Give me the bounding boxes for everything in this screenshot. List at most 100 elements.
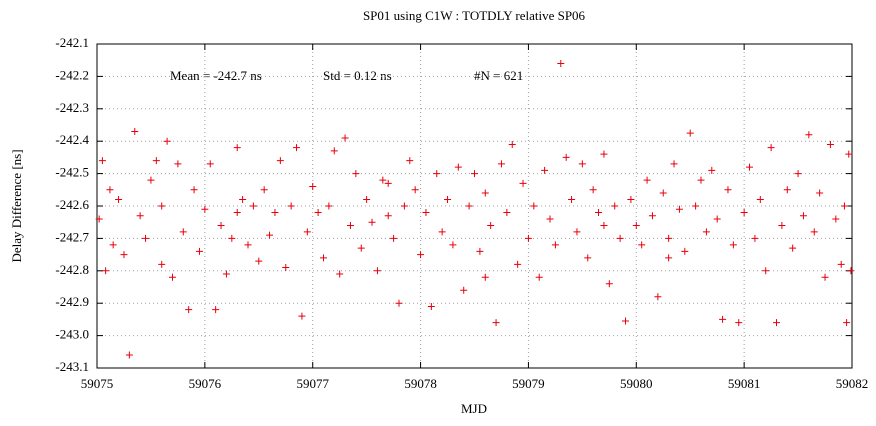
point — [843, 319, 851, 327]
point — [400, 202, 408, 210]
point — [206, 160, 214, 168]
point — [222, 270, 230, 278]
point — [233, 144, 241, 152]
chart-title: SP01 using C1W : TOTDLY relative SP06 — [363, 8, 586, 23]
point — [320, 254, 327, 262]
point — [352, 170, 360, 178]
point — [541, 166, 549, 174]
point — [729, 241, 737, 249]
x-tick-label: 59078 — [404, 376, 437, 391]
point — [627, 196, 635, 204]
point — [282, 264, 290, 272]
point — [595, 208, 603, 216]
point — [363, 196, 371, 204]
point — [169, 273, 176, 281]
point — [95, 215, 103, 223]
point — [163, 137, 171, 145]
point — [325, 202, 333, 210]
point — [557, 59, 565, 67]
point — [762, 267, 770, 275]
point — [589, 186, 597, 194]
point — [217, 221, 225, 229]
point — [120, 251, 128, 259]
x-tick-label: 59076 — [189, 376, 222, 391]
point — [444, 196, 452, 204]
point — [497, 160, 505, 168]
point — [826, 140, 834, 148]
point — [665, 234, 673, 242]
point — [816, 189, 824, 197]
point — [821, 273, 829, 281]
point — [102, 267, 110, 275]
point — [799, 212, 807, 220]
point — [276, 157, 284, 165]
point — [756, 196, 764, 204]
point — [805, 131, 813, 139]
point — [115, 196, 123, 204]
y-tick-label: -243.1 — [55, 359, 89, 374]
point — [643, 176, 651, 184]
point — [249, 202, 257, 210]
point — [746, 163, 754, 171]
x-tick-label: 59075 — [81, 376, 114, 391]
point — [837, 260, 845, 268]
point — [303, 228, 311, 236]
point — [255, 257, 263, 265]
point — [675, 205, 683, 213]
x-tick-label: 59081 — [728, 376, 761, 391]
point — [702, 228, 710, 236]
y-tick-label: -242.4 — [55, 132, 89, 147]
point — [708, 166, 716, 174]
point — [578, 160, 586, 168]
point — [551, 241, 559, 249]
point — [492, 319, 500, 327]
point — [174, 160, 182, 168]
annotation: Mean = -242.7 ns — [170, 68, 262, 83]
point — [406, 157, 414, 165]
point — [659, 189, 667, 197]
point — [131, 127, 139, 135]
point — [460, 286, 468, 294]
point — [287, 202, 295, 210]
point — [142, 234, 150, 242]
x-tick-label: 59079 — [512, 376, 545, 391]
point — [147, 176, 155, 184]
point — [379, 176, 387, 184]
point — [298, 312, 306, 320]
point — [840, 202, 848, 210]
point — [568, 196, 576, 204]
point — [810, 228, 818, 236]
point — [778, 221, 786, 229]
point — [481, 273, 489, 281]
point — [847, 267, 855, 275]
point — [449, 241, 457, 249]
point — [546, 215, 554, 223]
point — [600, 150, 608, 158]
point — [427, 302, 435, 310]
y-tick-label: -242.3 — [55, 100, 89, 115]
point — [195, 247, 203, 255]
point — [632, 221, 640, 229]
point — [201, 205, 209, 213]
point — [686, 129, 694, 137]
y-axis-label: Delay Difference [ns] — [9, 149, 24, 262]
point — [692, 202, 700, 210]
point — [481, 189, 489, 197]
point — [476, 247, 484, 255]
point — [535, 273, 543, 281]
point — [622, 317, 629, 325]
point — [158, 260, 166, 268]
point — [109, 241, 117, 249]
point — [106, 186, 114, 194]
point — [724, 186, 732, 194]
point — [417, 251, 425, 259]
point — [487, 221, 495, 229]
point — [309, 183, 317, 191]
point — [346, 221, 354, 229]
point — [373, 267, 381, 275]
annotation: Std = 0.12 ns — [323, 68, 392, 83]
point — [341, 134, 349, 142]
point — [767, 144, 775, 152]
point — [357, 244, 365, 252]
point — [508, 140, 516, 148]
